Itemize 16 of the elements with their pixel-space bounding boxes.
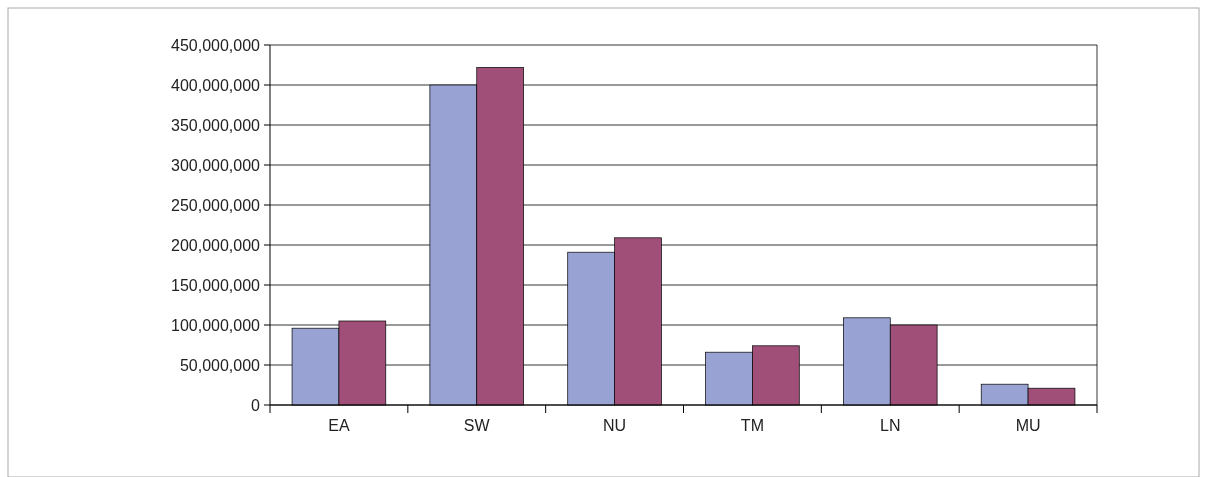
x-tick-label: NU bbox=[603, 417, 627, 434]
y-tick-label: 50,000,000 bbox=[179, 356, 261, 374]
y-tick-label: 400,000,000 bbox=[171, 76, 261, 94]
y-tick-label: 350,000,000 bbox=[171, 116, 261, 134]
y-tick-label: 300,000,000 bbox=[171, 156, 261, 174]
y-tick-label: 150,000,000 bbox=[171, 276, 261, 294]
y-tick-label: 0 bbox=[251, 396, 261, 414]
x-tick-label: SW bbox=[463, 417, 491, 434]
x-tick-label: LN bbox=[880, 417, 901, 434]
y-tick-label: 200,000,000 bbox=[171, 236, 261, 254]
y-tick-label: 450,000,000 bbox=[171, 36, 261, 54]
x-tick-label: TM bbox=[740, 417, 764, 434]
y-tick-label: 100,000,000 bbox=[171, 316, 261, 334]
y-tick-label: 250,000,000 bbox=[171, 196, 261, 214]
x-tick-label: EA bbox=[328, 417, 350, 434]
x-tick-label: MU bbox=[1015, 417, 1041, 434]
